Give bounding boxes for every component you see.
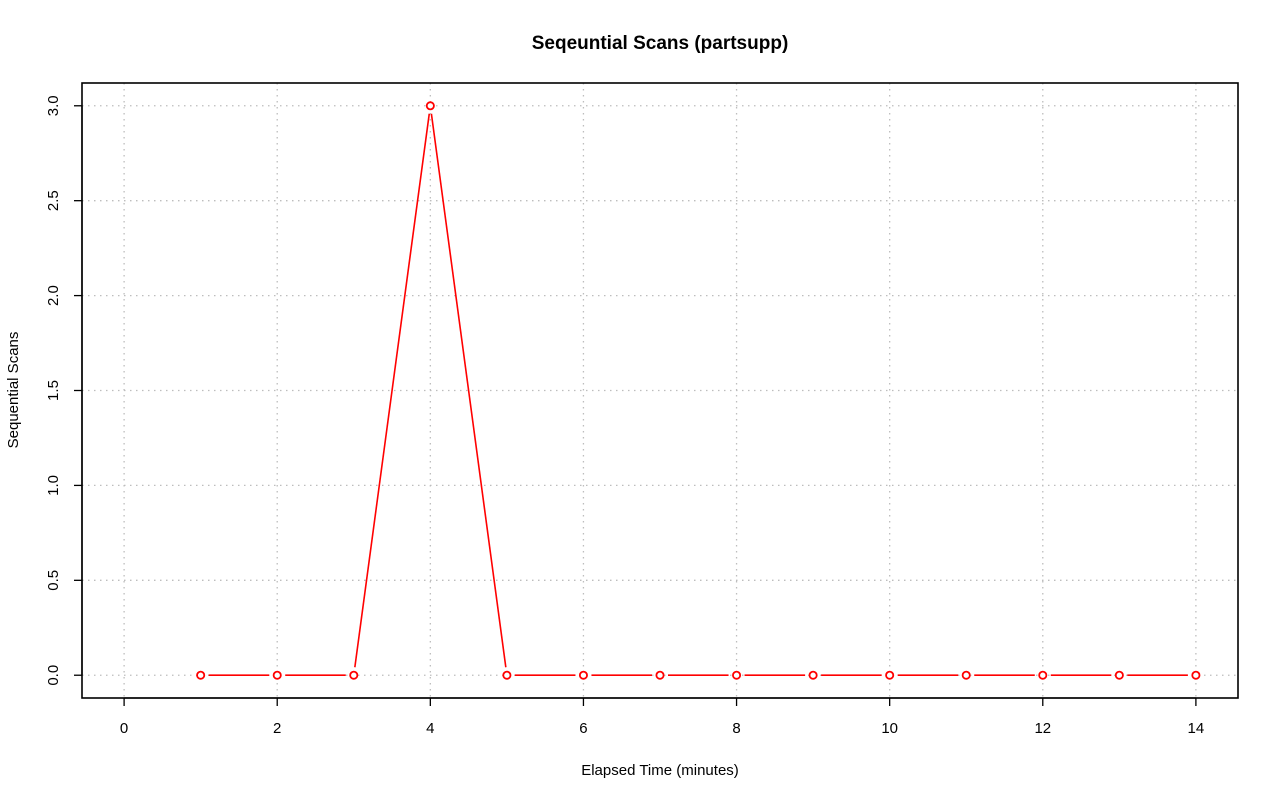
- y-tick-label: 2.5: [45, 190, 62, 211]
- series-layer: [196, 101, 1201, 680]
- data-point: [196, 670, 206, 680]
- series-line-segment: [354, 113, 431, 668]
- data-point: [502, 670, 512, 680]
- data-point: [1114, 670, 1124, 680]
- x-axis-title: Elapsed Time (minutes): [581, 762, 739, 779]
- data-point: [885, 670, 895, 680]
- data-point: [732, 670, 742, 680]
- x-tick-label: 12: [1034, 720, 1051, 737]
- y-tick-label: 3.0: [45, 95, 62, 116]
- x-tick-label: 8: [732, 720, 740, 737]
- x-tick-label: 4: [426, 720, 434, 737]
- y-axis-title: Sequential Scans: [5, 332, 22, 449]
- y-tick-label: 2.0: [45, 285, 62, 306]
- data-point: [578, 670, 588, 680]
- chart-title: Seqeuntial Scans (partsupp): [532, 33, 789, 54]
- series-line-segment: [430, 113, 507, 668]
- x-tick-label: 0: [120, 720, 128, 737]
- x-tick-label: 6: [579, 720, 587, 737]
- plot-frame: [81, 82, 1239, 699]
- data-point: [808, 670, 818, 680]
- y-tick-label: 1.0: [45, 475, 62, 496]
- x-tick-label: 2: [273, 720, 281, 737]
- data-point: [1038, 670, 1048, 680]
- y-tick-label: 0.0: [45, 665, 62, 686]
- x-tick-label: 14: [1188, 720, 1205, 737]
- data-point: [961, 670, 971, 680]
- x-tick-label: 10: [881, 720, 898, 737]
- data-point: [349, 670, 359, 680]
- data-point: [425, 101, 435, 111]
- y-tick-label: 0.5: [45, 570, 62, 591]
- data-point: [1191, 670, 1201, 680]
- data-point: [655, 670, 665, 680]
- grid: [82, 83, 1238, 698]
- axes: 0 2 4 6 8 10 12 14 0.0 0.5 1.0 1.5 2.0 2.5 3.0: [45, 95, 1204, 737]
- y-tick-label: 1.5: [45, 380, 62, 401]
- data-point: [272, 670, 282, 680]
